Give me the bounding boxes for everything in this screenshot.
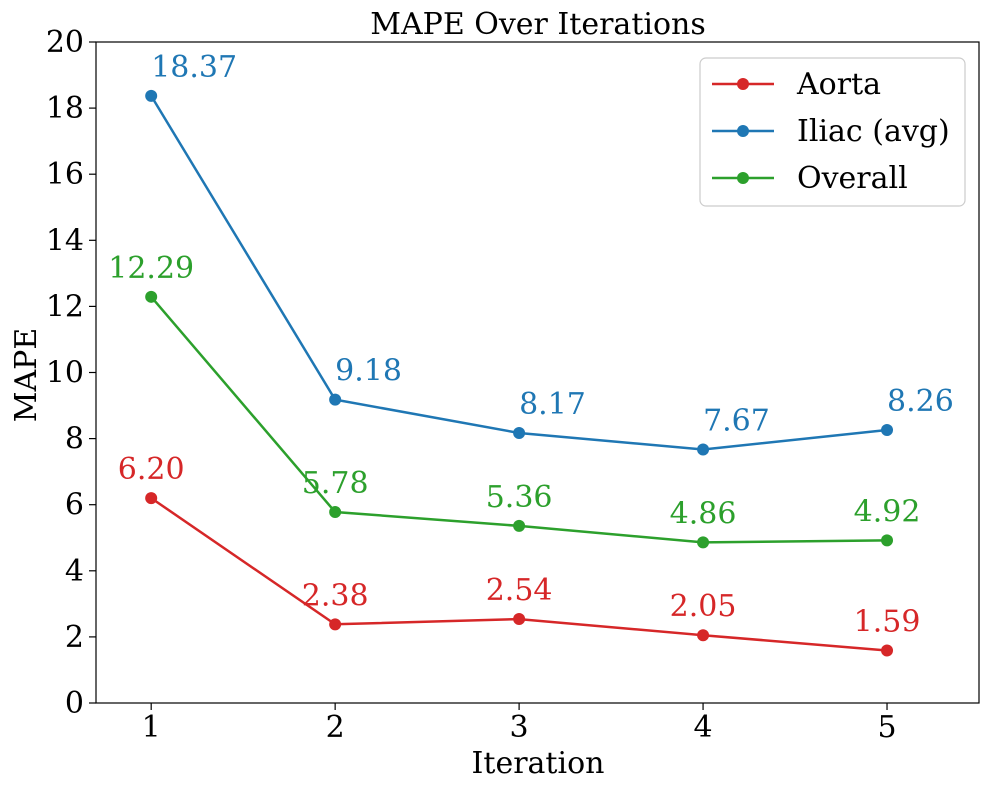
data-label-iliac-avg: 8.26 bbox=[887, 384, 954, 419]
y-tick-label: 0 bbox=[65, 686, 84, 721]
data-point-aorta bbox=[513, 613, 526, 626]
data-label-aorta: 2.05 bbox=[670, 589, 737, 624]
legend-label: Aorta bbox=[796, 67, 881, 102]
data-label-aorta: 6.20 bbox=[118, 452, 185, 487]
data-label-iliac-avg: 9.18 bbox=[335, 354, 402, 389]
legend-item-aorta: Aorta bbox=[712, 67, 881, 102]
data-point-iliac-avg bbox=[145, 89, 158, 102]
data-label-overall: 5.36 bbox=[486, 480, 553, 515]
data-point-iliac-avg bbox=[513, 426, 526, 439]
y-tick-label: 10 bbox=[46, 356, 84, 391]
legend-label: Overall bbox=[797, 161, 908, 196]
x-axis: 1 2 3 4 5 bbox=[142, 703, 897, 745]
y-tick-label: 18 bbox=[46, 91, 84, 126]
data-point-iliac-avg bbox=[697, 443, 710, 456]
y-tick-label: 4 bbox=[65, 554, 84, 589]
data-point-aorta bbox=[697, 629, 710, 642]
data-point-iliac-avg bbox=[329, 393, 342, 406]
y-tick-label: 6 bbox=[65, 488, 84, 523]
data-label-iliac-avg: 7.67 bbox=[703, 404, 770, 439]
series-layer: 6.20 2.38 2.54 2.05 1.59 18.37 9.18 8.17 7.67 8.2… bbox=[108, 50, 954, 657]
x-tick-label: 3 bbox=[510, 710, 529, 745]
x-tick-label: 5 bbox=[877, 710, 896, 745]
y-axis-label: MAPE bbox=[9, 328, 44, 422]
data-label-overall: 4.92 bbox=[854, 494, 921, 529]
data-point-aorta bbox=[881, 644, 894, 657]
data-point-overall bbox=[513, 519, 526, 532]
chart-title: MAPE Over Iterations bbox=[370, 7, 706, 42]
data-label-aorta: 2.38 bbox=[302, 578, 369, 613]
series-overall: 12.29 5.78 5.36 4.86 4.92 bbox=[108, 251, 920, 549]
x-tick-label: 2 bbox=[326, 710, 345, 745]
y-tick-label: 12 bbox=[46, 289, 84, 324]
y-tick-label: 8 bbox=[65, 422, 84, 457]
data-point-aorta bbox=[329, 618, 342, 631]
legend-swatch-marker bbox=[737, 172, 749, 184]
data-label-overall: 4.86 bbox=[670, 496, 737, 531]
y-tick-label: 2 bbox=[65, 620, 84, 655]
data-label-iliac-avg: 8.17 bbox=[519, 387, 586, 422]
data-point-overall bbox=[145, 290, 158, 303]
data-label-aorta: 1.59 bbox=[854, 604, 921, 639]
data-point-iliac-avg bbox=[881, 424, 894, 437]
data-point-overall bbox=[329, 505, 342, 518]
data-label-overall: 5.78 bbox=[302, 466, 369, 501]
y-axis: 0 2 4 6 8 10 12 14 16 18 20 bbox=[46, 25, 96, 721]
series-iliac-avg: 18.37 9.18 8.17 7.67 8.26 bbox=[145, 50, 954, 456]
data-label-overall: 12.29 bbox=[108, 251, 194, 286]
y-tick-label: 14 bbox=[46, 223, 84, 258]
data-point-aorta bbox=[145, 492, 158, 505]
legend-item-overall: Overall bbox=[712, 161, 908, 196]
y-tick-label: 20 bbox=[46, 25, 84, 60]
data-point-overall bbox=[697, 536, 710, 549]
data-point-overall bbox=[881, 534, 894, 547]
x-tick-label: 1 bbox=[142, 710, 161, 745]
series-aorta: 6.20 2.38 2.54 2.05 1.59 bbox=[118, 452, 921, 657]
legend-swatch-marker bbox=[737, 125, 749, 137]
legend-swatch-marker bbox=[737, 78, 749, 90]
x-axis-label: Iteration bbox=[472, 746, 605, 781]
y-tick-label: 16 bbox=[46, 157, 84, 192]
data-label-iliac-avg: 18.37 bbox=[151, 50, 237, 85]
x-tick-label: 4 bbox=[694, 710, 713, 745]
legend-label: Iliac (avg) bbox=[797, 114, 950, 149]
data-label-aorta: 2.54 bbox=[486, 573, 553, 608]
legend: Aorta Iliac (avg) Overall bbox=[699, 57, 966, 207]
legend-item-iliac-avg: Iliac (avg) bbox=[712, 114, 950, 149]
legend-frame bbox=[699, 57, 966, 207]
